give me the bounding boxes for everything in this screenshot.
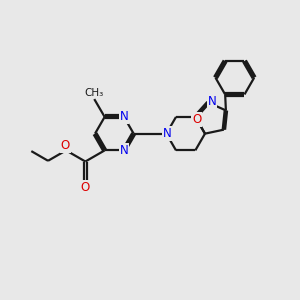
Text: N: N (120, 110, 128, 123)
Text: CH₃: CH₃ (85, 88, 104, 98)
Text: O: O (81, 181, 90, 194)
Text: O: O (61, 139, 70, 152)
Text: N: N (207, 94, 216, 108)
Text: O: O (192, 113, 201, 126)
Text: N: N (163, 127, 171, 140)
Text: N: N (120, 144, 128, 157)
